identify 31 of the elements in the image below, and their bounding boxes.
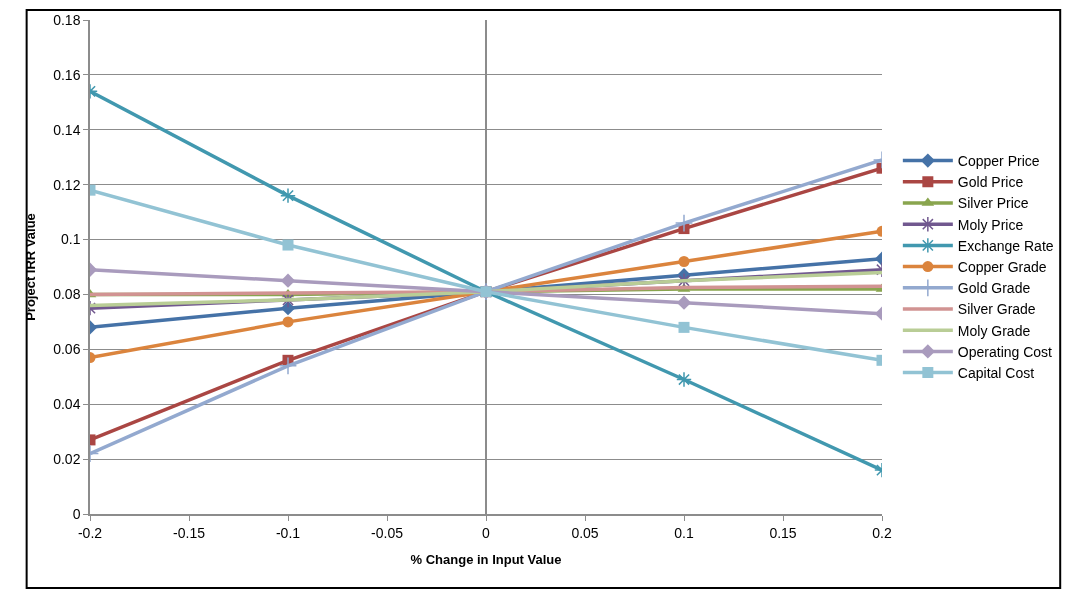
legend-label: Gold Price xyxy=(957,174,1024,191)
legend-label: Moly Price xyxy=(957,216,1024,233)
y-tick-label: 0.02 xyxy=(53,451,81,468)
x-tick-label: -0.1 xyxy=(275,524,301,541)
x-tick-label: -0.2 xyxy=(77,524,103,541)
legend-label: Copper Price xyxy=(957,153,1040,170)
legend-label: Silver Grade xyxy=(957,301,1036,318)
x-axis-title: % Change in Input Value xyxy=(410,551,562,567)
y-tick-label: 0 xyxy=(72,505,81,522)
legend-label: Operating Cost xyxy=(957,343,1053,360)
y-tick-label: 0.12 xyxy=(53,176,81,193)
x-tick-label: 0.1 xyxy=(674,524,694,541)
legend-label: Silver Price xyxy=(957,195,1029,212)
legend-label: Exchange Rate xyxy=(957,237,1054,254)
x-tick-label: 0.05 xyxy=(571,524,599,541)
legend-label: Capital Cost xyxy=(957,365,1035,382)
y-tick-label: 0.1 xyxy=(60,231,81,248)
x-tick-label: 0.2 xyxy=(872,524,892,541)
legend-label: Moly Grade xyxy=(957,322,1031,339)
y-tick-label: 0.04 xyxy=(53,396,81,413)
legend-label: Gold Grade xyxy=(957,280,1031,297)
y-tick-label: 0.18 xyxy=(53,11,81,28)
x-tick-label: -0.15 xyxy=(173,524,206,541)
y-tick-label: 0.06 xyxy=(53,341,81,358)
x-tick-label: 0 xyxy=(482,524,491,541)
y-tick-label: 0.14 xyxy=(53,121,81,138)
x-tick-label: -0.05 xyxy=(371,524,404,541)
y-tick-label: 0.08 xyxy=(53,286,81,303)
legend-label: Copper Grade xyxy=(957,259,1047,276)
x-tick-label: 0.15 xyxy=(769,524,797,541)
y-tick-label: 0.16 xyxy=(53,66,81,83)
